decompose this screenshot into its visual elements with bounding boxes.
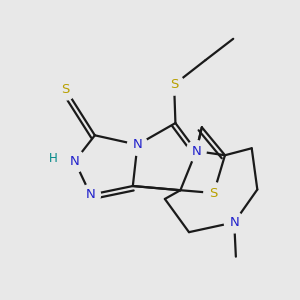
Circle shape [204, 182, 224, 203]
Circle shape [56, 79, 76, 100]
Text: S: S [61, 83, 70, 96]
Circle shape [224, 212, 244, 233]
Text: N: N [70, 155, 80, 168]
Text: N: N [229, 216, 239, 229]
Text: N: N [86, 188, 95, 201]
Text: S: S [170, 78, 178, 91]
Circle shape [64, 150, 85, 172]
Text: H: H [49, 152, 58, 165]
Text: N: N [133, 138, 142, 151]
Circle shape [65, 151, 85, 172]
Circle shape [186, 141, 206, 161]
Circle shape [164, 74, 184, 95]
Text: N: N [191, 145, 201, 158]
Circle shape [81, 184, 100, 205]
Text: S: S [210, 187, 218, 200]
Circle shape [128, 134, 147, 155]
